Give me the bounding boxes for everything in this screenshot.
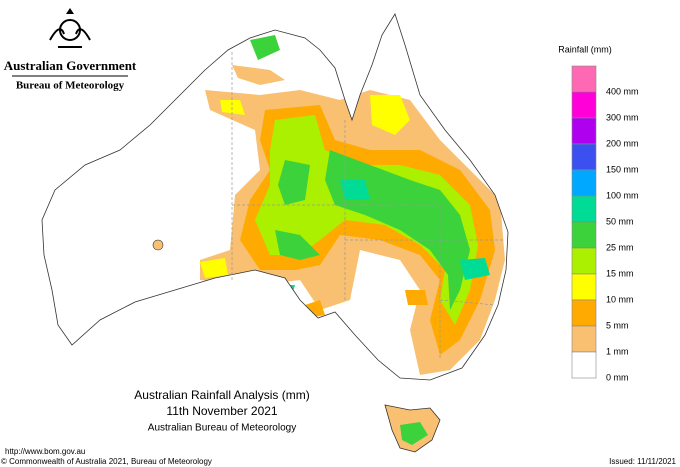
legend-swatch bbox=[571, 351, 597, 379]
legend-title: Rainfall (mm) bbox=[558, 44, 612, 54]
legend-label: 5 mm bbox=[606, 320, 629, 330]
crest bbox=[49, 8, 91, 48]
legend: 400 mm 300 mm 200 mm 150 mm 100 mm 50 mm 25 mm… bbox=[571, 65, 639, 382]
legend-swatch bbox=[571, 65, 597, 93]
legend-label: 25 mm bbox=[606, 242, 634, 252]
legend-swatch bbox=[571, 299, 597, 327]
copyright: © Commonwealth of Australia 2021, Bureau… bbox=[1, 457, 212, 466]
caption-agency: Australian Bureau of Meteorology bbox=[148, 423, 296, 434]
legend-swatch bbox=[571, 169, 597, 197]
map bbox=[41, 13, 509, 453]
legend-label: 0 mm bbox=[606, 372, 629, 382]
legend-label: 15 mm bbox=[606, 268, 634, 278]
legend-label: 300 mm bbox=[606, 112, 639, 122]
bureau: Bureau of Meteorology bbox=[16, 80, 125, 92]
legend-swatch bbox=[571, 247, 597, 275]
legend-label: 10 mm bbox=[606, 294, 634, 304]
legend-swatch bbox=[571, 195, 597, 223]
legend-swatch bbox=[571, 143, 597, 171]
legend-label: 150 mm bbox=[606, 164, 639, 174]
legend-swatch bbox=[571, 273, 597, 301]
legend-swatch bbox=[571, 325, 597, 353]
url: http://www.bom.gov.au bbox=[5, 447, 85, 456]
legend-label: 50 mm bbox=[606, 216, 634, 226]
legend-swatch bbox=[571, 91, 597, 119]
government: Australian Government bbox=[4, 58, 137, 73]
legend-swatch bbox=[571, 221, 597, 249]
caption-title: Australian Rainfall Analysis (mm) bbox=[134, 388, 309, 402]
legend-label: 1 mm bbox=[606, 346, 629, 356]
issued: Issued: 11/11/2021 bbox=[609, 457, 676, 466]
legend-label: 400 mm bbox=[606, 86, 639, 96]
legend-label: 100 mm bbox=[606, 190, 639, 200]
legend-label: 200 mm bbox=[606, 138, 639, 148]
legend-swatch bbox=[571, 117, 597, 145]
caption-date: 11th November 2021 bbox=[166, 404, 278, 418]
